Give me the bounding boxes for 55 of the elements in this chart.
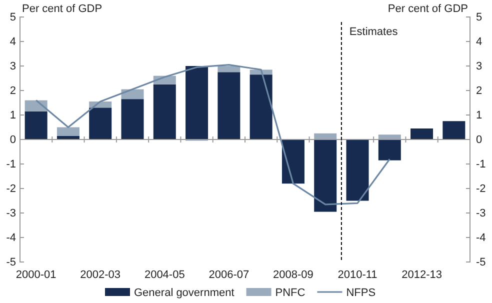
y-tick-label: -4 [6, 232, 16, 244]
y-tick-label: 5 [10, 12, 16, 24]
y2-tick-label: -5 [476, 256, 486, 269]
bar [314, 133, 337, 140]
y-tick-label: -2 [6, 183, 16, 196]
bar [153, 84, 176, 140]
y2-tick-label: 2 [476, 85, 482, 98]
y-tick-label: -1 [6, 158, 16, 171]
y2-tick-label: 3 [476, 60, 482, 73]
bar [24, 111, 48, 140]
bar [121, 99, 144, 140]
y2-axis-title: Per cent of GDP [388, 3, 468, 15]
line-series [35, 64, 390, 206]
x-tick-label: 2000-01 [16, 269, 56, 281]
x-tick-label: 2002-03 [80, 269, 121, 281]
ref-line-label: Estimates [349, 26, 398, 38]
bar [346, 140, 369, 201]
y2-tick-label: -2 [476, 183, 486, 196]
x-tick-label: 2004-05 [144, 269, 185, 281]
bar [378, 134, 401, 140]
y2-tick-label: -3 [476, 208, 486, 220]
bar [442, 121, 466, 140]
bar [24, 100, 48, 112]
legend-label: PNFC [275, 287, 306, 299]
legend-label: General government [134, 287, 234, 299]
bar [410, 128, 434, 140]
bar [218, 72, 240, 140]
x-tick-label: 2006-07 [208, 269, 250, 281]
y2-tick-label: 5 [476, 12, 482, 24]
bar [56, 127, 80, 136]
y2-tick-label: -1 [476, 158, 486, 171]
y2-tick-label: 0 [476, 134, 482, 146]
bar [250, 74, 272, 140]
y-tick-label: 1 [10, 110, 16, 122]
y2-tick-label: 1 [476, 110, 482, 122]
bar [314, 140, 337, 212]
y-axis-title: Per cent of GDP [22, 3, 102, 15]
y-tick-label: 0 [10, 134, 16, 146]
bar [250, 70, 272, 75]
y-tick-label: 4 [10, 36, 16, 48]
x-tick-label: 2010-11 [338, 269, 378, 281]
bar [218, 66, 240, 72]
bar [89, 108, 112, 140]
y-tick-label: -3 [6, 208, 16, 220]
y2-tick-label: -4 [476, 232, 486, 244]
y2-tick-label: 4 [476, 36, 482, 48]
x-tick-label: 2008-09 [273, 269, 314, 281]
bar [186, 66, 208, 140]
x-tick-label: 2012-13 [402, 269, 442, 281]
legend-label: NFPS [346, 287, 376, 299]
y-tick-label: 2 [10, 85, 16, 98]
y-tick-label: -5 [6, 256, 16, 269]
bar [378, 140, 401, 160]
y-tick-label: 3 [10, 60, 16, 73]
bar [282, 140, 304, 184]
